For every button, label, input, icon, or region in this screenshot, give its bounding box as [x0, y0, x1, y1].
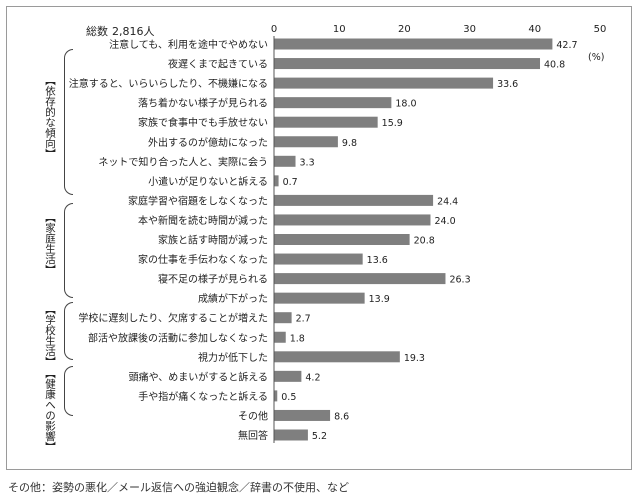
bar	[274, 331, 286, 343]
value-label: 18.0	[395, 99, 416, 110]
bar	[274, 429, 308, 441]
value-label: 20.8	[414, 236, 435, 247]
group-bracket-school	[64, 302, 73, 360]
group-label-home: 【家庭生活】	[44, 212, 56, 275]
value-label: 42.7	[556, 40, 577, 51]
bar	[274, 292, 365, 304]
group-bracket-health	[64, 366, 73, 416]
category-label: 家庭学習や宿題をしなくなった	[128, 194, 268, 207]
bar	[274, 390, 278, 402]
value-label: 0.7	[283, 177, 298, 188]
value-label: 3.3	[300, 157, 315, 168]
bar	[274, 214, 431, 226]
bar	[274, 136, 338, 148]
bar-chart: 総数 2,816人 (%) 0 10 20 30 40 50 注意しても、利用を途中でやめ…	[69, 24, 607, 443]
category-label: 小遣いが足りないと訴える	[148, 175, 268, 188]
category-label: 家族で食事中でも手放せない	[138, 116, 268, 129]
bar	[274, 312, 292, 324]
unit-label: (%)	[588, 52, 604, 63]
value-label: 13.9	[369, 294, 390, 305]
value-label: 24.0	[434, 216, 455, 227]
bar	[274, 38, 553, 50]
category-label: 視力が低下した	[198, 351, 268, 364]
value-label: 9.8	[342, 138, 357, 149]
value-label: 33.6	[497, 79, 518, 90]
total-label: 総数	[86, 24, 108, 38]
value-label: 26.3	[449, 275, 470, 286]
group-label-dependency: 【依存的な傾向】	[44, 75, 56, 159]
value-label: 24.4	[437, 196, 458, 207]
bar	[274, 116, 378, 128]
category-label: 落ち着かない様子が見られる	[138, 97, 268, 110]
value-label: 40.8	[544, 60, 565, 71]
category-label: 家の仕事を手伝わなくなった	[138, 253, 268, 266]
category-label: 無回答	[238, 429, 268, 442]
category-label: 手や指が痛くなったと訴える	[138, 390, 268, 403]
value-label: 15.9	[382, 118, 403, 129]
bar	[274, 370, 302, 382]
x-tick-label: 20	[398, 24, 411, 35]
x-tick-label: 40	[528, 24, 541, 35]
category-label: 外出するのが億劫になった	[148, 136, 268, 149]
bar	[274, 155, 296, 167]
x-tick-label: 0	[271, 24, 277, 35]
bar	[274, 194, 434, 206]
value-label: 2.7	[296, 314, 311, 325]
category-label: 学校に遅刻したり、欠席することが増えた	[78, 312, 268, 325]
category-label: 家族と話す時間が減った	[158, 234, 268, 247]
category-label: ネットで知り合った人と、実際に会う	[98, 155, 268, 168]
category-label: 部活や放課後の活動に参加しなくなった	[88, 331, 268, 344]
bar	[274, 97, 392, 109]
value-label: 4.2	[305, 372, 320, 383]
x-tick-label: 30	[463, 24, 476, 35]
bar	[274, 58, 541, 70]
group-bracket-dependency	[64, 49, 73, 195]
category-label: 成績が下がった	[198, 292, 268, 305]
bar	[274, 234, 410, 245]
value-label: 19.3	[404, 353, 425, 364]
bar	[274, 77, 494, 89]
category-label: 夜遅くまで起きている	[168, 58, 268, 71]
group-label-school: 【学校生活】	[44, 304, 56, 367]
value-label: 13.6	[367, 255, 388, 266]
value-label: 1.8	[290, 333, 305, 344]
bar	[274, 409, 331, 421]
category-label: 寝不足の様子が見られる	[158, 273, 268, 286]
value-label: 0.5	[281, 392, 296, 403]
category-label: 本や新聞を読む時間が減った	[138, 214, 268, 227]
group-bracket-home	[64, 203, 73, 298]
bar	[274, 351, 400, 363]
total-value: 2,816人	[112, 25, 155, 38]
group-label-health: 【健康への影響】	[44, 368, 56, 452]
category-label: その他	[238, 409, 268, 422]
footnote: その他：姿勢の悪化／メール返信への強迫観念／辞書の不使用、など	[8, 481, 349, 494]
bar	[274, 273, 446, 285]
bar	[274, 253, 363, 265]
x-tick-label: 50	[594, 24, 607, 35]
category-label: 注意すると、いらいらしたり、不機嫌になる	[69, 77, 268, 90]
category-label: 頭痛や、めまいがすると訴える	[129, 370, 268, 383]
chart-frame	[6, 6, 632, 470]
category-label: 注意しても、利用を途中でやめない	[109, 38, 268, 51]
x-tick-label: 10	[333, 24, 346, 35]
value-label: 5.2	[312, 431, 327, 442]
value-label: 8.6	[334, 411, 349, 422]
bar	[274, 175, 279, 187]
